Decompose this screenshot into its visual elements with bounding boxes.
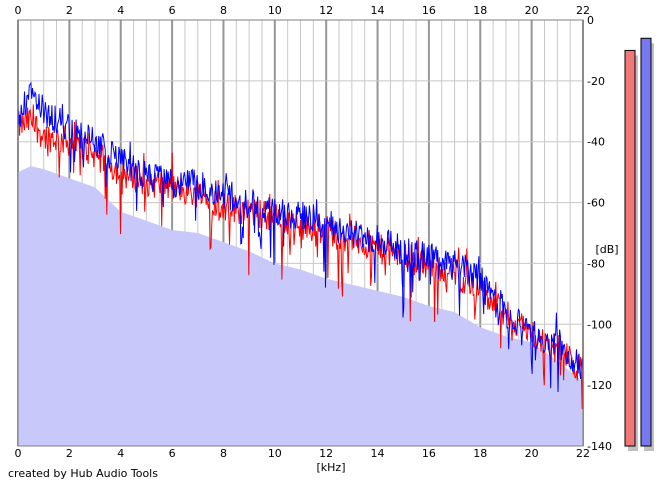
series-line-red — [17, 104, 584, 410]
x-tick-label-bottom: 18 — [473, 447, 487, 460]
x-tick-label-top: 8 — [220, 4, 227, 17]
level-meters — [624, 37, 654, 452]
x-tick-label-bottom: 4 — [117, 447, 124, 460]
level-meter-left — [624, 49, 636, 447]
x-tick-label-top: 22 — [576, 4, 590, 17]
series-line-blue — [17, 81, 584, 393]
x-tick-label-top: 2 — [66, 4, 73, 17]
x-tick-label-bottom: 16 — [422, 447, 436, 460]
x-tick-label-bottom: 20 — [525, 447, 539, 460]
spectrum-fill-area — [18, 166, 583, 446]
x-tick-label-bottom: 12 — [319, 447, 333, 460]
x-tick-label-top: 18 — [473, 4, 487, 17]
level-meter-right — [640, 37, 652, 447]
y-tick-label: -80 — [587, 257, 605, 270]
x-tick-label-bottom: 8 — [220, 447, 227, 460]
y-tick-label: -60 — [587, 197, 605, 210]
x-tick-label-bottom: 14 — [371, 447, 385, 460]
x-axis-label: [kHz] — [317, 461, 346, 474]
x-tick-label-top: 16 — [422, 4, 436, 17]
y-tick-label: 0 — [587, 14, 594, 27]
y-tick-label: -20 — [587, 75, 605, 88]
spectrum-fill — [18, 166, 583, 446]
x-tick-label-top: 10 — [268, 4, 282, 17]
y-tick-label: -100 — [587, 318, 612, 331]
series-layer — [17, 81, 584, 410]
tick-labels: 002244668810101212141416161818202022220-… — [15, 4, 612, 460]
x-tick-label-top: 0 — [15, 4, 22, 17]
x-tick-label-top: 14 — [371, 4, 385, 17]
y-tick-label: -120 — [587, 379, 612, 392]
x-tick-label-top: 20 — [525, 4, 539, 17]
y-axis-label: [dB] — [595, 243, 618, 256]
x-tick-label-bottom: 6 — [169, 447, 176, 460]
x-tick-label-top: 6 — [169, 4, 176, 17]
plot-frame — [17, 19, 584, 447]
y-tick-label: -40 — [587, 136, 605, 149]
x-tick-label-bottom: 10 — [268, 447, 282, 460]
plot-border — [17, 19, 584, 447]
credit-text: created by Hub Audio Tools — [8, 467, 158, 480]
x-tick-label-top: 4 — [117, 4, 124, 17]
y-tick-label: -140 — [587, 440, 612, 453]
x-tick-label-bottom: 22 — [576, 447, 590, 460]
x-tick-label-bottom: 0 — [15, 447, 22, 460]
x-tick-label-top: 12 — [319, 4, 333, 17]
x-tick-label-bottom: 2 — [66, 447, 73, 460]
